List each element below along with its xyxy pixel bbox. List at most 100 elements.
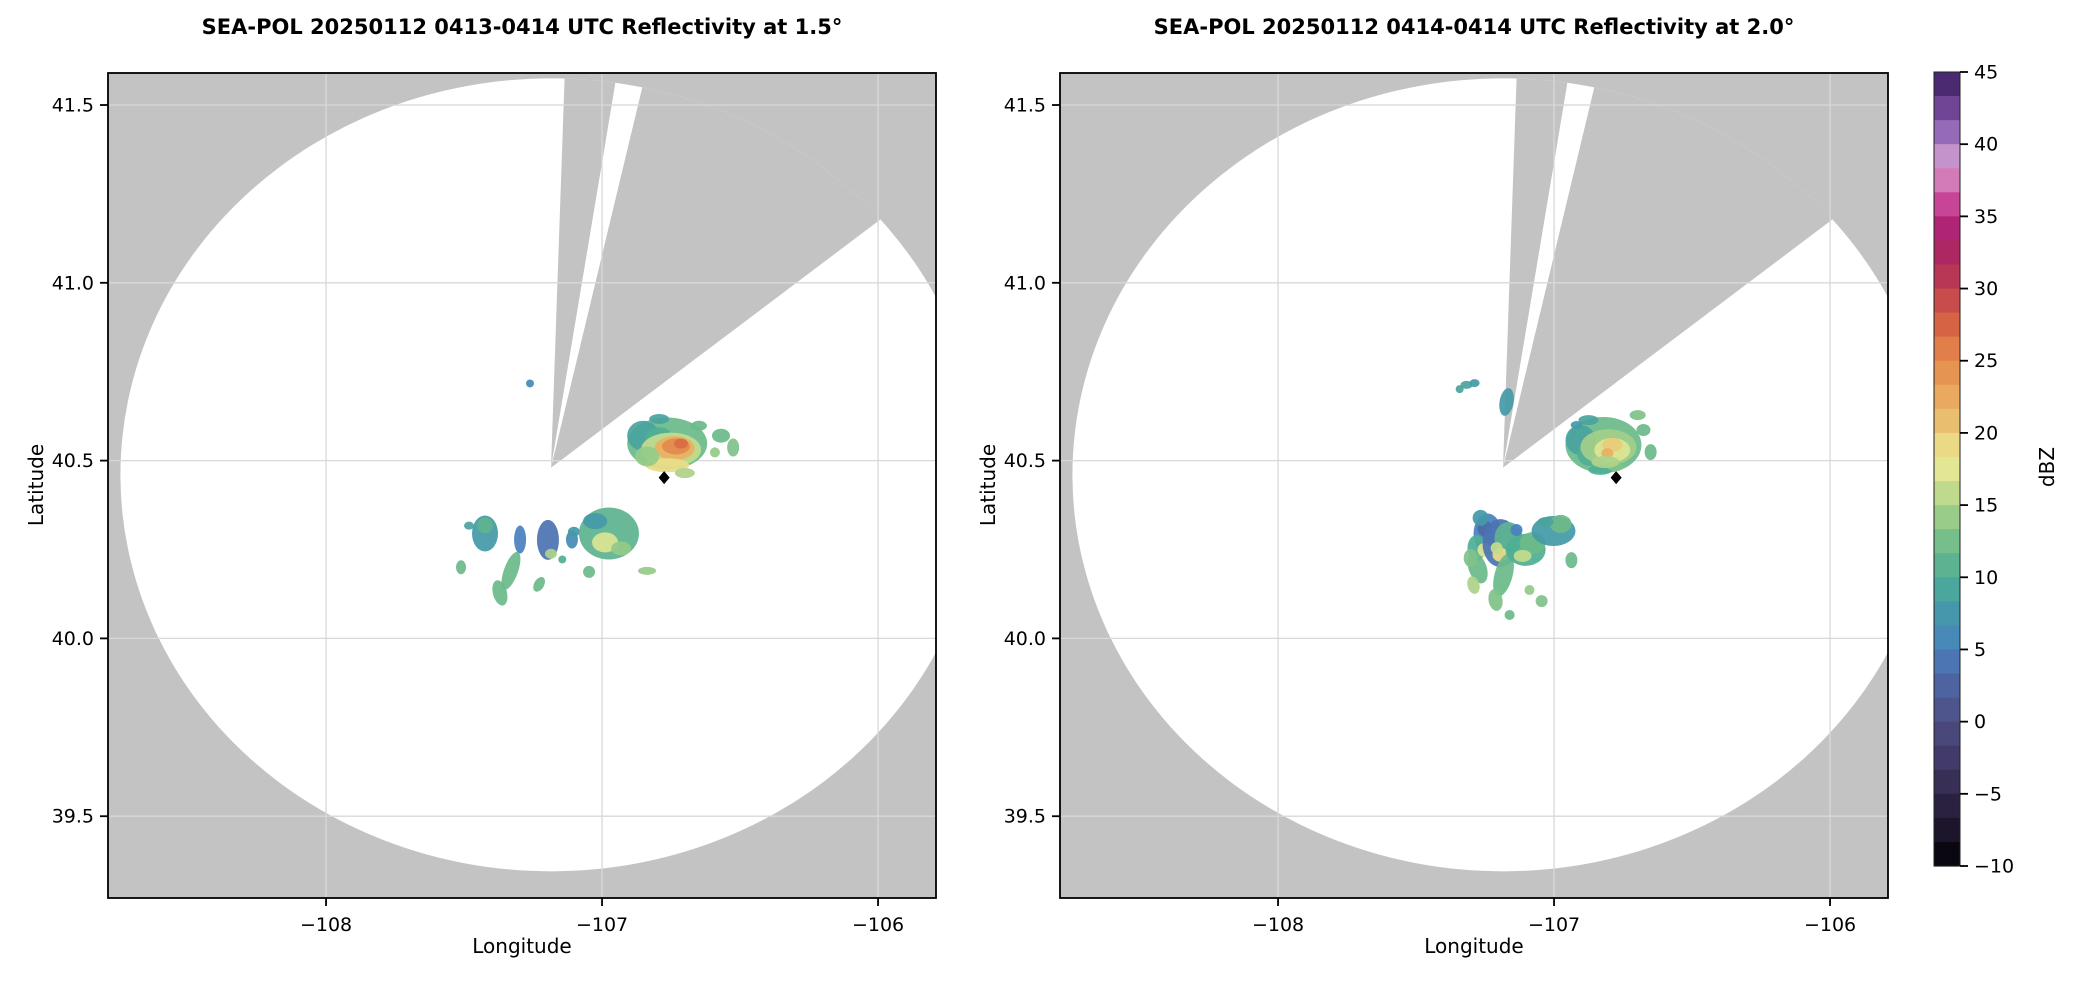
colorbar-band — [1934, 529, 1960, 554]
reflectivity-echoes — [1455, 379, 1657, 620]
colorbar-band — [1934, 72, 1960, 97]
colorbar-tick-label: 25 — [1974, 350, 1998, 372]
colorbar-band — [1934, 168, 1960, 193]
left-axis-ticks: −108 −107 −106 41.5 41.0 40.5 40.0 39.5 — [52, 95, 904, 936]
site-marker-diamond — [658, 471, 670, 485]
colorbar-tick-label: −5 — [1974, 783, 2002, 805]
reflectivity-echoes — [456, 379, 740, 606]
colorbar-band — [1934, 264, 1960, 290]
colorbar-band — [1934, 841, 1960, 867]
reflectivity-echo — [1549, 514, 1572, 533]
reflectivity-echo — [1488, 589, 1503, 611]
colorbar-units-label: dBZ — [2035, 446, 2059, 488]
y-tick-label: 41.5 — [1004, 95, 1046, 117]
reflectivity-echo — [544, 548, 557, 559]
reflectivity-echo — [649, 414, 670, 425]
y-tick-label: 39.5 — [52, 806, 94, 828]
left-panel-title: SEA-POL 20250112 0413-0414 UTC Reflectiv… — [201, 15, 843, 39]
colorbar-ticks: −10 −5 0 5 10 15 20 25 30 35 40 45 — [1960, 62, 2014, 878]
colorbar-band — [1934, 745, 1960, 771]
colorbar-tick-label: 40 — [1974, 134, 1998, 156]
colorbar-band — [1934, 456, 1960, 482]
right-axis-ticks: −108 −107 −106 41.5 41.0 40.5 40.0 39.5 — [1004, 95, 1856, 936]
colorbar-band — [1934, 601, 1960, 626]
reflectivity-echo — [638, 566, 657, 575]
x-tick-label: −108 — [1252, 914, 1304, 936]
reflectivity-echo — [1493, 553, 1514, 597]
colorbar-tick-label: 5 — [1974, 639, 1986, 661]
colorbar-band — [1934, 120, 1960, 145]
reflectivity-echo — [526, 379, 535, 388]
colorbar-band — [1934, 240, 1960, 266]
y-tick-label: 40.5 — [1004, 450, 1046, 472]
colorbar-band — [1934, 432, 1960, 458]
right-xaxis-label: Longitude — [1424, 934, 1524, 958]
reflectivity-echo — [583, 513, 608, 530]
x-tick-label: −108 — [300, 914, 352, 936]
right-panel-title: SEA-POL 20250112 0414-0414 UTC Reflectiv… — [1153, 15, 1795, 39]
reflectivity-echo — [1510, 523, 1523, 536]
reflectivity-echo — [1463, 549, 1478, 568]
colorbar-band — [1934, 216, 1960, 242]
y-tick-label: 40.5 — [52, 450, 94, 472]
y-tick-label: 41.0 — [1004, 272, 1046, 294]
colorbar-band — [1934, 721, 1960, 747]
right-yaxis-label: Latitude — [976, 443, 1000, 527]
reflectivity-echo — [533, 576, 546, 592]
colorbar-band — [1934, 697, 1960, 723]
reflectivity-echo — [1591, 456, 1620, 469]
reflectivity-echo — [1460, 380, 1473, 389]
colorbar-band — [1934, 481, 1960, 506]
right-panel-plot — [1060, 73, 1888, 898]
reflectivity-echo — [674, 468, 695, 479]
reflectivity-echo — [1524, 585, 1535, 596]
colorbar-band — [1934, 192, 1960, 217]
colorbar-band — [1934, 625, 1960, 651]
colorbar-tick-label: 15 — [1974, 495, 1998, 517]
left-panel-frame — [107, 72, 937, 899]
colorbar-band — [1934, 673, 1960, 699]
colorbar-band — [1934, 144, 1960, 169]
grid-lines — [108, 73, 936, 898]
blanked-sector — [1502, 78, 1751, 468]
colorbar-band — [1934, 769, 1960, 795]
colorbar-outline — [1933, 71, 1961, 867]
reflectivity-echo — [727, 438, 740, 457]
reflectivity-echo — [1535, 595, 1548, 608]
reflectivity-echo — [635, 446, 660, 467]
reflectivity-echo — [1499, 388, 1514, 416]
y-tick-label: 41.0 — [52, 272, 94, 294]
left-yaxis-label: Latitude — [24, 443, 48, 527]
reflectivity-echo — [1472, 509, 1489, 526]
grid-lines — [1060, 73, 1888, 898]
right-panel-frame — [1059, 72, 1889, 899]
colorbar-band — [1934, 577, 1960, 602]
reflectivity-echo — [1490, 542, 1503, 555]
colorbar-band — [1934, 312, 1960, 338]
reflectivity-echo — [1455, 385, 1464, 394]
reflectivity-echo — [1570, 421, 1583, 430]
reflectivity-echo — [709, 447, 720, 458]
reflectivity-echo — [1578, 415, 1599, 426]
colorbar-tick-label: 45 — [1974, 62, 1998, 84]
reflectivity-echo — [492, 580, 508, 606]
reflectivity-echo — [1537, 517, 1554, 528]
reflectivity-echo — [514, 525, 527, 554]
reflectivity-echo — [1636, 424, 1651, 437]
colorbar-tick-label: 35 — [1974, 206, 1998, 228]
y-tick-label: 40.0 — [1004, 628, 1046, 650]
colorbar-band — [1934, 505, 1960, 530]
colorbar-band — [1934, 360, 1960, 386]
colorbar-tick-label: 30 — [1974, 278, 1998, 300]
left-panel-plot — [108, 73, 936, 898]
colorbar-band — [1934, 553, 1960, 578]
reflectivity-echo — [611, 541, 632, 556]
colorbar-tick-label: 20 — [1974, 422, 1998, 444]
colorbar-band — [1934, 649, 1960, 675]
x-tick-label: −106 — [1804, 914, 1856, 936]
reflectivity-echo — [1469, 379, 1480, 388]
reflectivity-echo — [1513, 549, 1532, 562]
colorbar — [1933, 71, 1961, 867]
